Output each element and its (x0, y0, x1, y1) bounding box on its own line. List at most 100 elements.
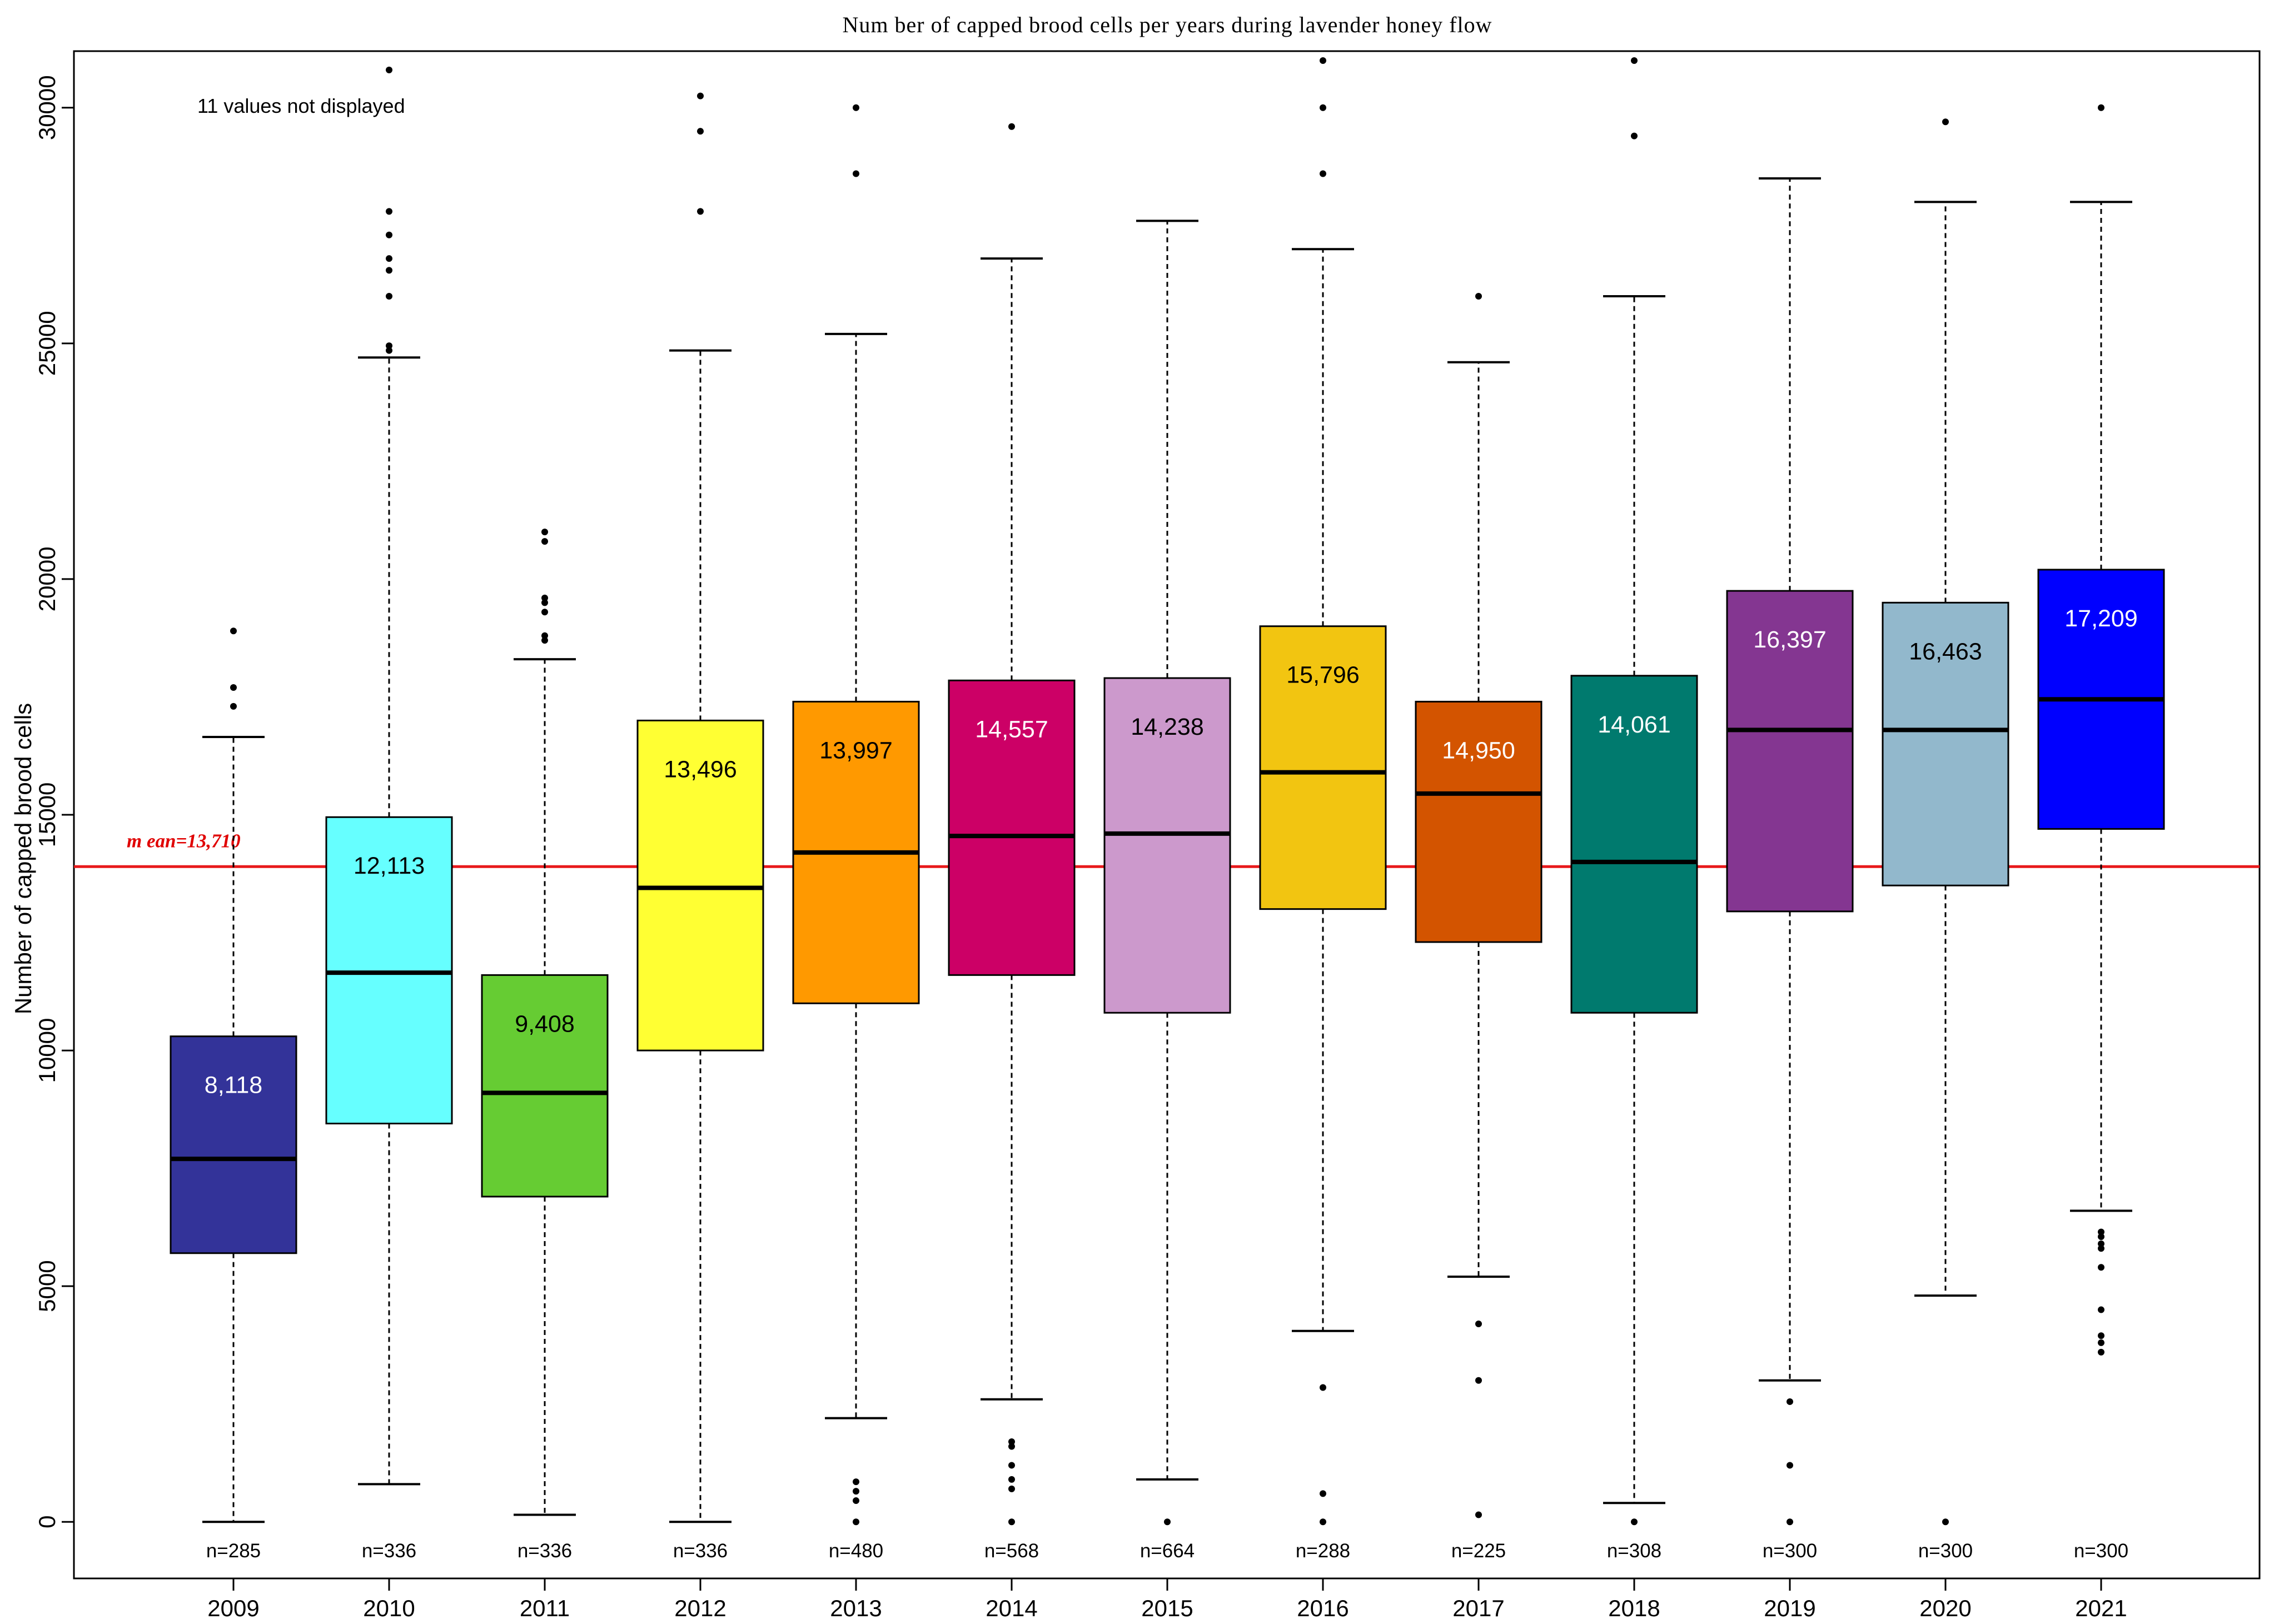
n-label: n=300 (2074, 1540, 2128, 1562)
outlier-point (697, 128, 704, 135)
n-label: n=336 (518, 1540, 572, 1562)
outlier-point (2098, 1233, 2104, 1241)
outlier-point (541, 599, 548, 606)
x-tick-label: 2020 (1919, 1595, 1971, 1621)
outlier-point (1475, 1321, 1482, 1327)
outlier-point (853, 1478, 859, 1486)
n-label: n=336 (362, 1540, 416, 1562)
n-label: n=300 (1918, 1540, 1973, 1562)
outlier-point (386, 347, 392, 354)
outlier-point (1942, 1518, 1949, 1526)
outlier-point (2098, 1332, 2104, 1339)
outlier-point (1942, 118, 1949, 126)
box-2011 (481, 974, 609, 1198)
outlier-point (853, 1488, 859, 1495)
x-tick-label: 2018 (1608, 1595, 1660, 1621)
outlier-point (1164, 1518, 1171, 1526)
x-tick-label: 2015 (1141, 1595, 1193, 1621)
outlier-point (1787, 1518, 1793, 1526)
box-mean-label: 15,796 (1286, 662, 1360, 689)
x-tick-label: 2009 (207, 1595, 259, 1621)
x-tick-label: 2011 (520, 1595, 570, 1621)
plot-area: 0 5000 10000 15000 20000 25000 30000 m ean=13,7… (34, 50, 2261, 1621)
n-label: n=664 (1140, 1540, 1195, 1562)
outlier-point (2098, 1339, 2104, 1346)
x-tick-label: 2010 (363, 1595, 415, 1621)
box-2018 (1570, 675, 1698, 1014)
outlier-point (1631, 57, 1638, 64)
y-tick-label: 0 (34, 1516, 60, 1528)
box-mean-label: 14,950 (1442, 737, 1515, 764)
outlier-point (386, 66, 392, 73)
outlier-point (697, 208, 704, 215)
box-2016 (1259, 625, 1387, 910)
box-2019 (1726, 590, 1854, 913)
outlier-point (2098, 1245, 2104, 1252)
box-mean-label: 14,238 (1131, 714, 1204, 740)
outlier-point (1475, 1511, 1482, 1518)
outlier-point (1008, 1443, 1015, 1450)
outlier-point (1008, 1476, 1015, 1483)
outlier-point (386, 267, 392, 274)
outlier-point (541, 538, 548, 545)
outlier-point (1320, 57, 1326, 64)
outlier-point (386, 255, 392, 262)
outlier-point (1631, 132, 1638, 140)
outlier-point (230, 703, 237, 710)
outlier-point (697, 92, 704, 99)
outlier-point (1787, 1398, 1793, 1405)
outlier-point (1631, 1518, 1638, 1526)
outlier-point (1008, 1518, 1015, 1526)
n-label: n=288 (1296, 1540, 1350, 1562)
outlier-point (2098, 1264, 2104, 1271)
chart-title: Num ber of capped brood cells per years … (843, 12, 1492, 37)
outlier-point (2098, 104, 2104, 111)
outlier-point (1787, 1462, 1793, 1469)
y-tick-label: 10000 (34, 1018, 60, 1083)
outlier-point (541, 529, 548, 536)
outlier-point (541, 632, 548, 639)
y-tick-label: 15000 (34, 783, 60, 848)
outlier-point (541, 609, 548, 616)
outlier-point (386, 231, 392, 238)
x-tick-label: 2021 (2075, 1595, 2127, 1621)
outlier-point (1320, 1518, 1326, 1526)
box-mean-label: 8,118 (205, 1072, 262, 1099)
y-tick-label: 30000 (34, 75, 60, 140)
n-label: n=568 (984, 1540, 1039, 1562)
box-2012 (636, 719, 764, 1052)
box-mean-label: 16,397 (1753, 626, 1827, 653)
outlier-point (386, 342, 392, 350)
box-2009 (170, 1035, 297, 1254)
y-axis-label: Number of capped brood cells (10, 703, 36, 1014)
box-2017 (1415, 700, 1542, 943)
outlier-point (853, 1518, 859, 1526)
n-label: n=225 (1451, 1540, 1506, 1562)
outlier-point (1008, 123, 1015, 130)
box-mean-label: 14,061 (1598, 711, 1671, 738)
n-label: n=300 (1763, 1540, 1817, 1562)
y-tick-label: 20000 (34, 547, 60, 612)
box-mean-label: 9,408 (515, 1010, 575, 1037)
box-mean-label: 14,557 (975, 716, 1048, 743)
outlier-point (230, 684, 237, 691)
outlier-point (2098, 1306, 2104, 1313)
mean-label: m ean=13,710 (127, 830, 241, 851)
outlier-point (1320, 1384, 1326, 1391)
outlier-point (1008, 1438, 1015, 1446)
outlier-point (1320, 170, 1326, 177)
box-mean-label: 13,496 (664, 756, 737, 783)
outlier-point (541, 637, 548, 644)
x-tick-label: 2016 (1297, 1595, 1349, 1621)
box-mean-label: 12,113 (354, 853, 425, 879)
n-label: n=480 (829, 1540, 883, 1562)
box-2020 (1882, 601, 2009, 886)
hidden-values-note: 11 values not displayed (197, 94, 405, 117)
n-label: n=336 (673, 1540, 728, 1562)
x-tick-label: 2013 (830, 1595, 882, 1621)
outlier-point (386, 208, 392, 215)
x-tick-label: 2019 (1764, 1595, 1815, 1621)
outlier-point (1475, 1377, 1482, 1384)
n-label: n=308 (1607, 1540, 1661, 1562)
outlier-point (1475, 293, 1482, 300)
